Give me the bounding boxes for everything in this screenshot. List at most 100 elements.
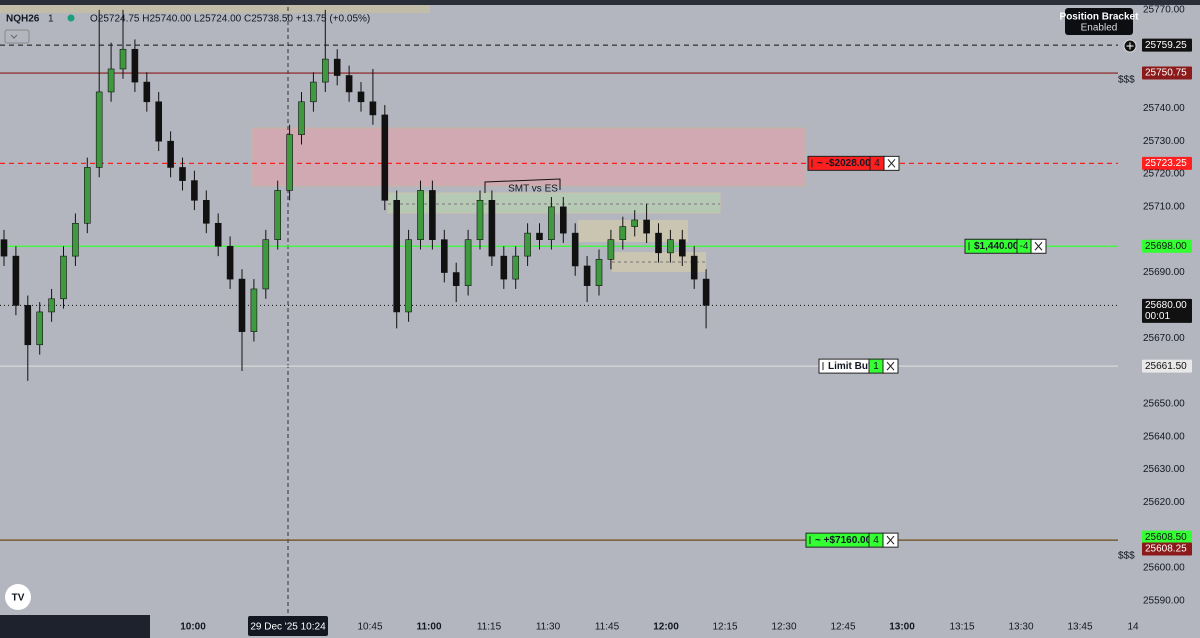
- candle-body: [369, 101, 377, 116]
- candle-body: [405, 239, 412, 313]
- level-note: $$$: [1118, 551, 1135, 562]
- candle-body: [548, 206, 555, 240]
- x-tick-label: 12:15: [712, 622, 737, 633]
- level-note: $$$: [1118, 75, 1135, 86]
- candle-body: [48, 298, 55, 313]
- candle-body: [381, 114, 389, 201]
- x-tick-label: 12:45: [830, 622, 855, 633]
- supply-zone: [251, 127, 806, 187]
- crosshair-time-tag: [248, 616, 328, 636]
- x-tick-label: 12:30: [771, 622, 796, 633]
- price-tag-label: 25723.25: [1145, 158, 1187, 169]
- y-tick-label: 25720.00: [1143, 169, 1185, 180]
- candle-body: [131, 48, 139, 83]
- price-tag-label: 25661.50: [1145, 361, 1187, 372]
- price-tag: [1142, 239, 1192, 253]
- candle-body: [559, 206, 567, 234]
- countdown: 00:01: [1145, 311, 1170, 322]
- candle-body: [191, 180, 198, 201]
- cancel-icon: [887, 159, 896, 168]
- candle-body: [583, 265, 591, 286]
- candle-body: [12, 255, 20, 306]
- tooltip-title: Position Bracket: [1060, 12, 1140, 23]
- candle-body: [488, 199, 496, 257]
- y-tick-label: 25740.00: [1143, 103, 1185, 114]
- candle-body: [631, 219, 639, 227]
- y-tick-label: 25640.00: [1143, 431, 1185, 442]
- logo[interactable]: [5, 584, 31, 610]
- annotation-bracket: [484, 178, 561, 193]
- time-axis-overlay: [0, 615, 150, 638]
- price-tag: [1142, 530, 1192, 544]
- candle-body: [571, 232, 579, 267]
- collapse-button[interactable]: [4, 29, 30, 44]
- symbol: NQH26: [6, 14, 40, 25]
- top-strip: [0, 0, 1200, 5]
- candle-body: [203, 199, 210, 224]
- order-qty: 4: [874, 158, 880, 169]
- price-tag: [1142, 542, 1192, 556]
- price-tag-label: 25759.25: [1145, 40, 1187, 51]
- price-tag-label: 25608.25: [1145, 544, 1187, 555]
- candle-body: [678, 239, 686, 257]
- ohlc: O25724.75 H25740.00 L25724.00 C25738.50 …: [90, 14, 370, 25]
- order-qty: 1: [873, 361, 879, 372]
- candle-body: [417, 190, 424, 240]
- x-tick-label: 11:15: [477, 622, 502, 633]
- y-tick-label: 25590.00: [1143, 596, 1185, 607]
- y-tick-label: 25710.00: [1143, 202, 1185, 213]
- candle-body: [452, 272, 460, 286]
- candle-body: [536, 232, 543, 240]
- price-tag: [1142, 359, 1192, 373]
- y-tick-label: 25620.00: [1143, 497, 1185, 508]
- price-tag-label: 25750.75: [1145, 68, 1187, 79]
- y-tick-label: 25670.00: [1143, 333, 1185, 344]
- candle-body: [607, 239, 615, 260]
- candle-body: [179, 167, 186, 181]
- x-tick-label: 10:00: [180, 622, 206, 633]
- candle-body: [643, 219, 650, 234]
- candle-body: [262, 239, 270, 290]
- candle-body: [619, 226, 627, 240]
- candle-body: [24, 305, 32, 346]
- candle-body: [143, 81, 151, 103]
- candle-body: [655, 232, 662, 254]
- order-label: ~ -$2028.00: [817, 158, 871, 169]
- candle-body: [702, 278, 710, 306]
- price-tag-label: 25680.00: [1145, 300, 1187, 311]
- cancel-icon: [1034, 241, 1043, 251]
- candle-body: [155, 101, 162, 142]
- chevron-icon: [10, 34, 18, 39]
- candle-body: [333, 58, 341, 76]
- candle-body: [321, 58, 329, 83]
- candle-body: [214, 222, 222, 247]
- candle-body: [310, 81, 317, 103]
- price-tag: [1142, 66, 1192, 80]
- x-tick-label: 10:45: [357, 622, 382, 633]
- candle-body: [690, 255, 698, 280]
- candle-body: [84, 167, 91, 224]
- logo-mark: TV: [12, 593, 25, 604]
- x-tick-label: 11:00: [416, 622, 441, 633]
- annotation: SMT vs ES: [508, 184, 558, 195]
- y-tick-label: 25730.00: [1143, 136, 1185, 147]
- x-tick-label: 14: [1127, 622, 1139, 633]
- y-tick-label: 25630.00: [1143, 464, 1185, 475]
- candle-body: [0, 239, 8, 257]
- plus-icon: [1126, 42, 1134, 50]
- tooltip: [1065, 8, 1133, 35]
- order-qty: -4: [1020, 241, 1029, 252]
- order-qty: 4: [873, 535, 879, 546]
- candle-body: [226, 245, 234, 280]
- candle-body: [476, 199, 484, 240]
- x-tick-label: 13:45: [1067, 622, 1092, 633]
- candle-body: [286, 134, 293, 191]
- x-tick-label: 11:30: [536, 622, 561, 633]
- candle-body: [274, 190, 282, 240]
- candle-body: [60, 255, 67, 300]
- x-tick-label: 13:15: [949, 622, 974, 633]
- order-label: ~ +$7160.00: [815, 535, 872, 546]
- y-tick-label: 25600.00: [1143, 563, 1185, 574]
